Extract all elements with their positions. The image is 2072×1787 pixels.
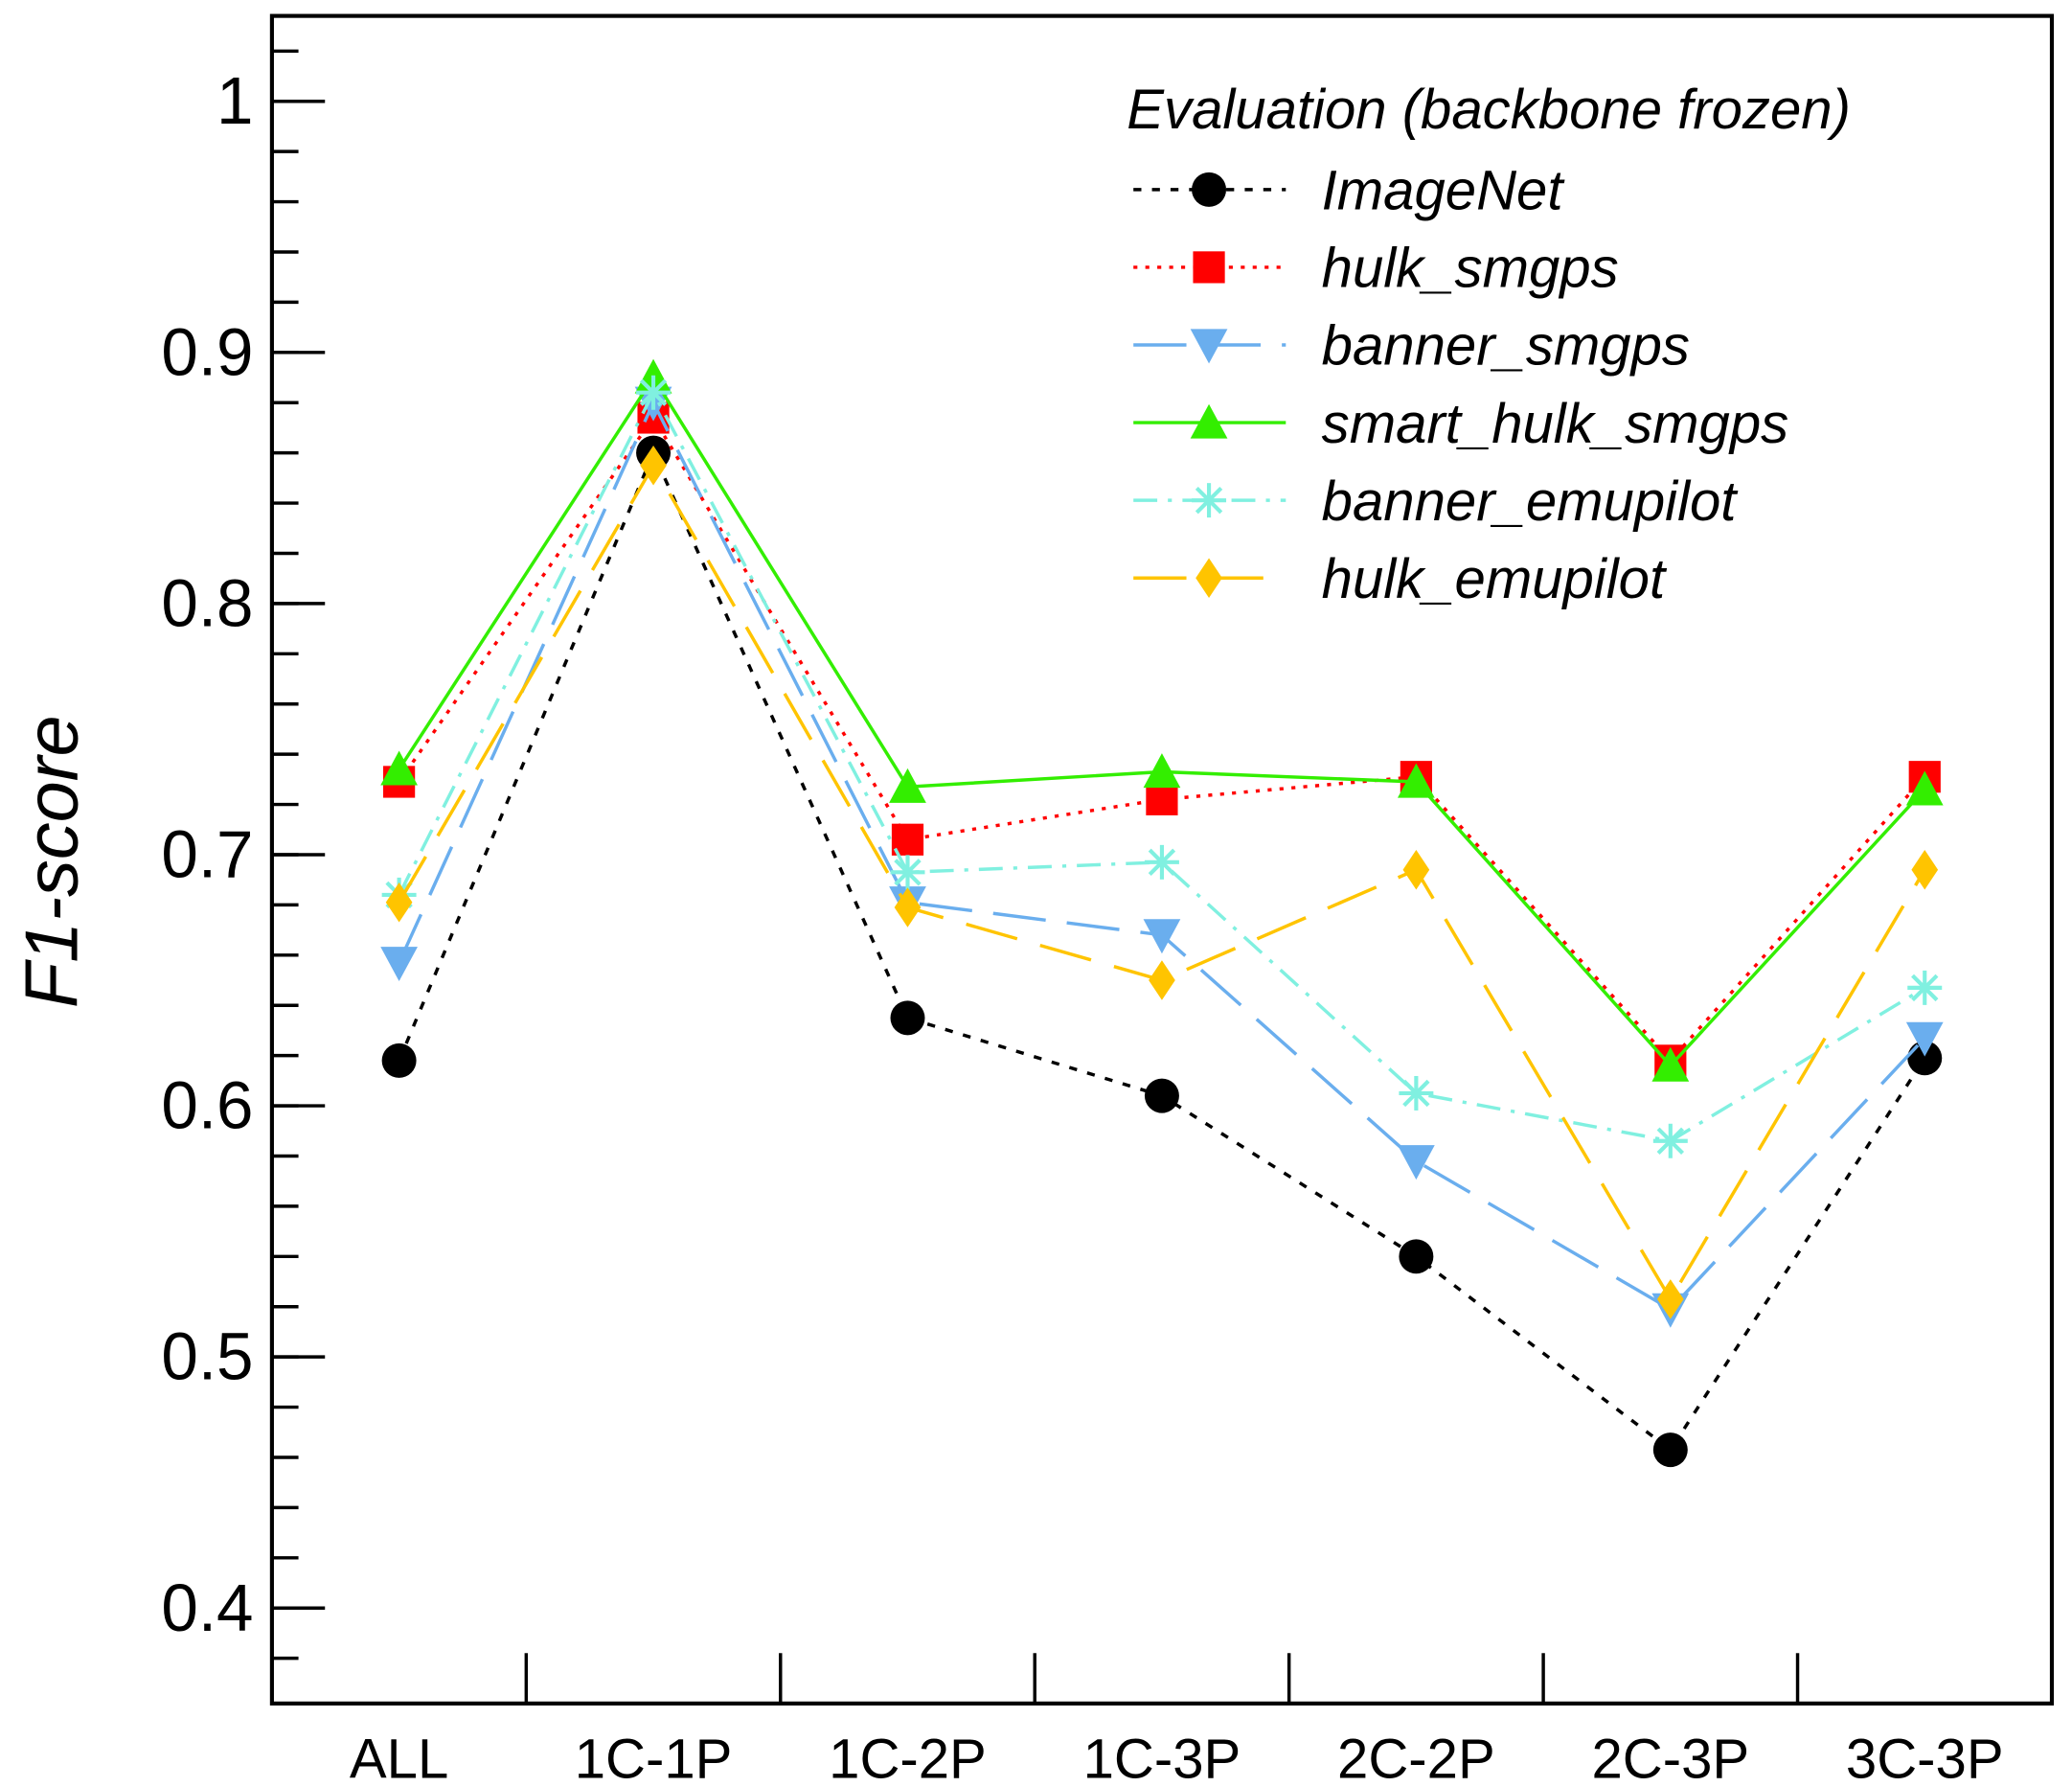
- diamond-marker: [1195, 558, 1222, 598]
- triangle-down-marker: [1190, 329, 1228, 364]
- y-tick-label: 0.9: [161, 314, 253, 389]
- diamond-marker: [894, 887, 922, 928]
- circle-marker: [1399, 1239, 1434, 1274]
- y-tick-label: 0.7: [161, 816, 253, 891]
- triangle-down-marker: [1143, 919, 1181, 954]
- triangle-down-marker: [1398, 1145, 1435, 1180]
- y-tick-label: 0.4: [161, 1570, 253, 1645]
- star-marker: [1192, 483, 1227, 518]
- triangle-up-marker: [1905, 770, 1944, 806]
- diamond-marker: [1149, 960, 1175, 1000]
- triangle-down-marker: [1905, 1021, 1944, 1057]
- diamond-marker: [1911, 849, 1939, 890]
- legend-label: hulk_emupilot: [1322, 548, 1668, 610]
- series-banner-emupilot: [381, 375, 1943, 1158]
- circle-marker: [1192, 172, 1227, 207]
- circle-marker: [1144, 1078, 1179, 1113]
- star-marker: [1144, 844, 1179, 880]
- legend-label: banner_emupilot: [1322, 470, 1740, 533]
- legend-title: Evaluation (backbone frozen): [1127, 79, 1851, 141]
- legend-entry: smart_hulk_smgps: [1133, 393, 1788, 455]
- star-stroke: [1911, 974, 1939, 1002]
- triangle-up-marker: [1190, 403, 1228, 439]
- diamond-marker: [385, 882, 413, 923]
- star-stroke: [639, 378, 668, 406]
- y-tick-label: 0.8: [161, 565, 253, 640]
- legend-label: hulk_smgps: [1322, 238, 1619, 300]
- star-stroke: [1195, 486, 1223, 515]
- y-tick-label: 1: [216, 63, 253, 138]
- x-tick-label: 2C-2P: [1337, 1728, 1495, 1787]
- legend-label: ImageNet: [1322, 160, 1566, 222]
- triangle-up-marker: [889, 767, 926, 803]
- x-axis: ALL 1C-1P 1C-2P 1C-3P 2C-2P 2C-3P 3C-3P: [350, 1653, 2004, 1787]
- series-group: [380, 358, 1944, 1468]
- triangle-up-marker: [380, 750, 418, 786]
- star-marker: [1652, 1123, 1688, 1158]
- star-marker: [1399, 1075, 1434, 1111]
- diamond-marker: [640, 445, 667, 486]
- series-line: [398, 462, 1926, 1303]
- star-marker: [636, 375, 672, 410]
- y-tick-label: 0.5: [161, 1319, 253, 1394]
- plot-frame: [269, 13, 2055, 1706]
- legend-entry: hulk_smgps: [1133, 238, 1619, 300]
- y-axis-label: F1-score: [11, 715, 94, 1008]
- star-stroke: [894, 859, 922, 886]
- x-tick-label: 3C-3P: [1846, 1728, 2004, 1787]
- circle-marker: [890, 1000, 925, 1036]
- x-tick-label: 2C-3P: [1591, 1728, 1749, 1787]
- star-marker: [890, 855, 925, 890]
- square-marker: [1146, 783, 1178, 815]
- circle-marker: [1652, 1432, 1688, 1468]
- legend-entry: banner_emupilot: [1133, 470, 1739, 533]
- diamond-marker: [1656, 1279, 1684, 1319]
- diamond-marker: [1402, 849, 1430, 890]
- triangle-up-marker: [1398, 763, 1435, 798]
- triangle-up-marker: [1651, 1046, 1690, 1082]
- triangle-up-marker: [1143, 753, 1181, 789]
- legend-entry: hulk_emupilot: [1133, 548, 1668, 610]
- legend-entry: banner_smgps: [1133, 315, 1690, 378]
- y-tick-label: 0.6: [161, 1068, 253, 1143]
- y-axis: 0.4 0.5 0.6 0.7 0.8 0.9 1: [161, 49, 326, 1661]
- star-stroke: [1402, 1079, 1430, 1108]
- legend-label: smart_hulk_smgps: [1322, 393, 1789, 455]
- legend: Evaluation (backbone frozen) ImageNet hul…: [1127, 79, 1851, 610]
- star-stroke: [1656, 1127, 1685, 1155]
- x-tick-label: 1C-3P: [1083, 1728, 1241, 1787]
- x-tick-label: ALL: [350, 1728, 448, 1787]
- series-hulk-emupilot: [385, 445, 1939, 1319]
- x-tick-label: 1C-2P: [829, 1728, 987, 1787]
- star-marker: [1907, 970, 1943, 1005]
- square-marker: [1193, 251, 1225, 284]
- star-stroke: [1148, 848, 1176, 877]
- legend-entry: ImageNet: [1133, 160, 1565, 222]
- circle-marker: [381, 1042, 417, 1078]
- x-tick-label: 1C-1P: [575, 1728, 733, 1787]
- triangle-down-marker: [380, 947, 418, 982]
- legend-label: banner_smgps: [1322, 315, 1690, 378]
